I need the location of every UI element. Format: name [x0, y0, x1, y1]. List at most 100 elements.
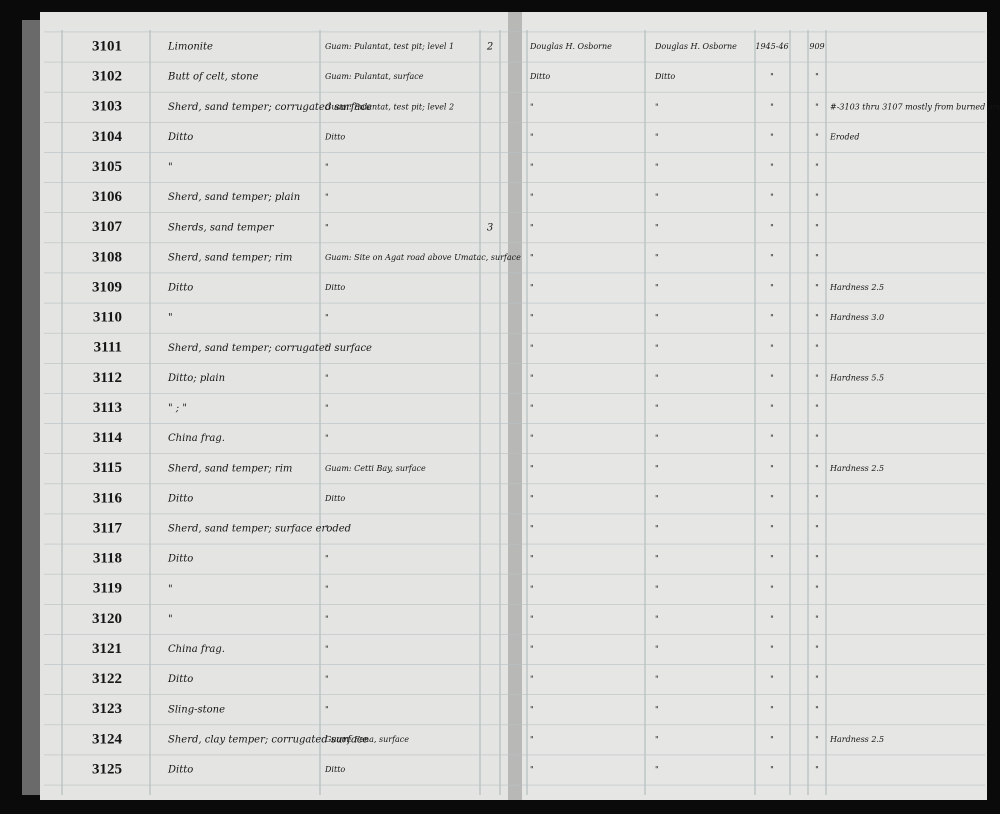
collector: "	[530, 524, 534, 533]
item-number: 3102	[92, 69, 122, 85]
locality: Guam: Pulantat, surface	[325, 72, 424, 81]
accession: "	[815, 193, 819, 202]
item-number: 3122	[92, 671, 122, 687]
locality: Guam: Fena, surface	[325, 735, 409, 744]
donor: "	[655, 313, 659, 322]
description: "	[168, 614, 173, 625]
description: Sherd, clay temper; corrugated surface	[168, 734, 369, 745]
date: "	[770, 373, 774, 382]
locality: Guam: Pulantat, test pit; level 1	[325, 42, 454, 51]
collector: "	[530, 343, 534, 352]
date: "	[770, 494, 774, 503]
description: "	[168, 313, 173, 324]
locality: Guam: Site on Agat road above Umatac, su…	[325, 253, 521, 262]
item-number: 3105	[92, 159, 122, 175]
date: "	[770, 163, 774, 172]
donor: Douglas H. Osborne	[654, 42, 737, 51]
collector: "	[530, 434, 534, 443]
collector: "	[530, 223, 534, 232]
date: "	[770, 464, 774, 473]
locality: "	[325, 645, 329, 654]
accession: "	[815, 343, 819, 352]
item-number: 3116	[93, 490, 123, 506]
item-number: 3109	[92, 279, 122, 295]
locality: "	[325, 373, 329, 382]
description: "	[168, 584, 173, 595]
accession: "	[815, 404, 819, 413]
item-number: 3111	[94, 340, 122, 356]
locality: "	[325, 434, 329, 443]
donor: "	[655, 132, 659, 141]
date: "	[770, 675, 774, 684]
accession: "	[815, 584, 819, 593]
collector: "	[530, 645, 534, 654]
page-edges	[22, 20, 42, 795]
collector: "	[530, 163, 534, 172]
collector: "	[530, 735, 534, 744]
donor: "	[655, 675, 659, 684]
donor: "	[655, 705, 659, 714]
donor: "	[655, 524, 659, 533]
locality: Guam: Pulantat, test pit; level 2	[325, 102, 454, 111]
donor: "	[655, 193, 659, 202]
accession: "	[815, 223, 819, 232]
donor: "	[655, 404, 659, 413]
date: "	[770, 72, 774, 81]
locality: Ditto	[324, 765, 345, 774]
collector: "	[530, 614, 534, 623]
donor: "	[655, 464, 659, 473]
locality: "	[325, 705, 329, 714]
description: Ditto	[167, 493, 193, 504]
item-number: 3103	[92, 99, 122, 115]
collector: "	[530, 283, 534, 292]
accession: "	[815, 554, 819, 563]
donor: "	[655, 253, 659, 262]
locality: Ditto	[324, 132, 345, 141]
date: "	[770, 705, 774, 714]
accession: "	[815, 132, 819, 141]
description: Sherds, sand temper	[168, 222, 275, 233]
description: Sherd, sand temper; corrugated surface	[168, 343, 372, 354]
donor: "	[655, 584, 659, 593]
collector: "	[530, 313, 534, 322]
date: "	[770, 313, 774, 322]
collector: "	[530, 554, 534, 563]
collector: "	[530, 765, 534, 774]
accession: "	[815, 313, 819, 322]
locality: "	[325, 313, 329, 322]
accession: "	[815, 102, 819, 111]
donor: "	[655, 434, 659, 443]
date: "	[770, 193, 774, 202]
date: "	[770, 524, 774, 533]
item-number: 3120	[92, 611, 122, 627]
description: Sling-stone	[168, 704, 225, 715]
accession: "	[815, 283, 819, 292]
locality: "	[325, 614, 329, 623]
locality: "	[325, 223, 329, 232]
locality: "	[325, 343, 329, 352]
locality: "	[325, 524, 329, 533]
locality: "	[325, 404, 329, 413]
accession: "	[815, 524, 819, 533]
description: Butt of celt, stone	[167, 72, 259, 83]
date: "	[770, 283, 774, 292]
collector: "	[530, 373, 534, 382]
item-number: 3113	[93, 400, 122, 416]
item-number: 3107	[92, 219, 123, 235]
donor: "	[655, 765, 659, 774]
collector: "	[530, 584, 534, 593]
accession: "	[815, 735, 819, 744]
collector: "	[530, 132, 534, 141]
accession: "	[815, 675, 819, 684]
item-number: 3108	[92, 249, 122, 265]
remarks: Hardness 3.0	[829, 313, 884, 322]
donor: "	[655, 343, 659, 352]
description: Ditto	[167, 554, 193, 565]
collector: "	[530, 494, 534, 503]
description: Sherd, sand temper; corrugated surface	[168, 102, 372, 113]
accession: "	[815, 494, 819, 503]
date: "	[770, 253, 774, 262]
accession: "	[815, 765, 819, 774]
remarks: Hardness 2.5	[829, 283, 884, 292]
